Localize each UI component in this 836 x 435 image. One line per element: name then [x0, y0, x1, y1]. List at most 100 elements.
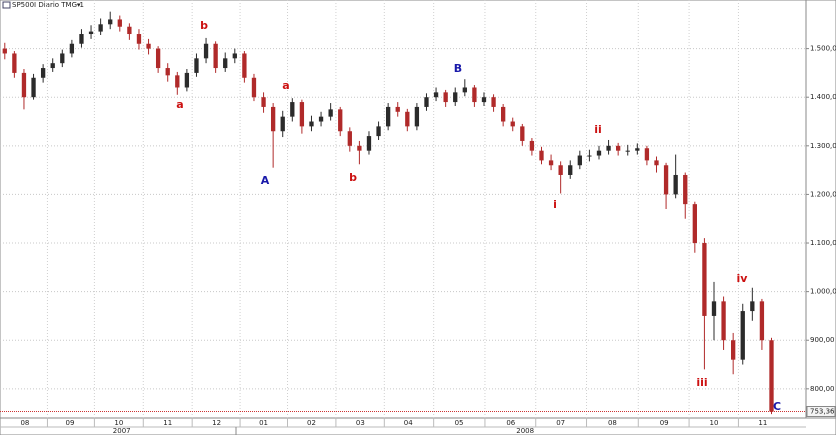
x-tick-label: 11	[758, 419, 767, 427]
candle-body	[318, 116, 324, 122]
candle-body	[750, 301, 755, 312]
candle-body	[194, 58, 199, 73]
y-tick-label: 1.300,00	[810, 142, 836, 150]
wave-label: a	[176, 98, 183, 111]
wave-label: iv	[737, 272, 749, 285]
candle-body	[520, 126, 525, 141]
wave-label: i	[553, 198, 557, 211]
y-tick-label: 1.100,00	[810, 239, 836, 247]
candle-body	[108, 19, 113, 25]
candle-body	[117, 19, 122, 27]
x-tick-label: 08	[20, 419, 29, 427]
candle-body	[414, 106, 420, 127]
x-tick-label: 02	[307, 419, 316, 427]
candle-body	[165, 68, 170, 76]
candle-body	[577, 155, 582, 166]
candle-body	[491, 97, 496, 107]
candle-body	[251, 77, 257, 98]
candle-body	[481, 97, 487, 103]
menu-arrow[interactable]: ▾	[77, 1, 81, 9]
candle-body	[472, 87, 477, 103]
candle-body	[40, 68, 46, 78]
candle-body	[443, 92, 448, 103]
x-tick-label: 07	[556, 419, 565, 427]
candle-body	[663, 165, 669, 195]
x-tick-label: 01	[259, 419, 268, 427]
candle-body	[290, 102, 295, 117]
candle-body	[98, 24, 103, 32]
x-tick-label: 09	[66, 419, 75, 427]
x-tick-label: 10	[710, 419, 719, 427]
candle-body	[203, 43, 209, 59]
candle-body	[12, 53, 17, 73]
candle-body	[385, 106, 391, 127]
candle-body	[175, 75, 180, 88]
candle-body	[88, 31, 94, 35]
y-tick-label: 1.400,00	[810, 93, 836, 101]
candle-body	[759, 301, 765, 341]
candle-body	[213, 43, 218, 69]
candle-body	[635, 148, 640, 151]
candle-body	[683, 174, 688, 205]
wave-label: a	[282, 79, 289, 92]
series-icon	[2, 1, 11, 9]
candle-body	[568, 165, 573, 175]
candle-body	[357, 145, 362, 151]
candle-body	[395, 106, 400, 112]
wave-label: ii	[594, 123, 602, 136]
candle-body	[184, 72, 190, 88]
candle-body	[261, 97, 266, 107]
wave-label: b	[200, 19, 208, 32]
y-tick-label: 1.200,00	[810, 190, 836, 198]
candle-body	[299, 102, 305, 127]
candle-body	[587, 155, 592, 157]
wave-label: iii	[696, 376, 707, 389]
candle-body	[644, 148, 650, 161]
candle-body	[702, 243, 707, 316]
candle-body	[424, 97, 429, 107]
x-tick-label: 08	[608, 419, 617, 427]
year-label: 2008	[516, 427, 534, 435]
candle-body	[50, 63, 55, 69]
candle-body	[223, 58, 228, 69]
candle-body	[155, 48, 161, 69]
x-tick-label: 05	[455, 419, 464, 427]
candle-body	[280, 116, 285, 132]
candle-body	[721, 301, 726, 341]
x-tick-label: 12	[212, 419, 221, 427]
candle-body	[433, 92, 439, 98]
candle-body	[462, 87, 467, 93]
candle-body	[309, 121, 314, 127]
candle-body	[625, 150, 630, 152]
y-tick-label: 900,00	[810, 336, 835, 344]
candle-body	[539, 150, 544, 161]
candle-body	[692, 204, 697, 244]
candle-body	[232, 53, 237, 59]
y-tick-label: 1.000,00	[810, 288, 836, 296]
x-tick-label: 06	[506, 419, 515, 427]
last-price-label: 753,36	[810, 408, 835, 416]
wave-label: B	[454, 62, 462, 75]
candle-body	[606, 145, 611, 151]
x-tick-label: 04	[404, 419, 413, 427]
candle-body	[136, 34, 142, 44]
wave-label: b	[349, 171, 357, 184]
x-tick-label: 11	[163, 419, 172, 427]
wave-label: C	[773, 400, 781, 413]
candle-body	[500, 106, 506, 122]
candle-body	[769, 340, 774, 412]
last-price-box	[806, 406, 836, 418]
candle-body	[60, 53, 65, 64]
candle-body	[69, 43, 75, 54]
candle-body	[366, 136, 372, 151]
candle-body	[328, 109, 333, 117]
chart-title: SP500I Diario TMG-1	[12, 1, 84, 9]
candle-body	[146, 43, 151, 49]
candle-body	[405, 111, 410, 127]
candle-body	[529, 140, 535, 151]
candle-body	[242, 53, 247, 78]
x-tick-label: 03	[356, 419, 365, 427]
candle-body	[654, 160, 659, 166]
